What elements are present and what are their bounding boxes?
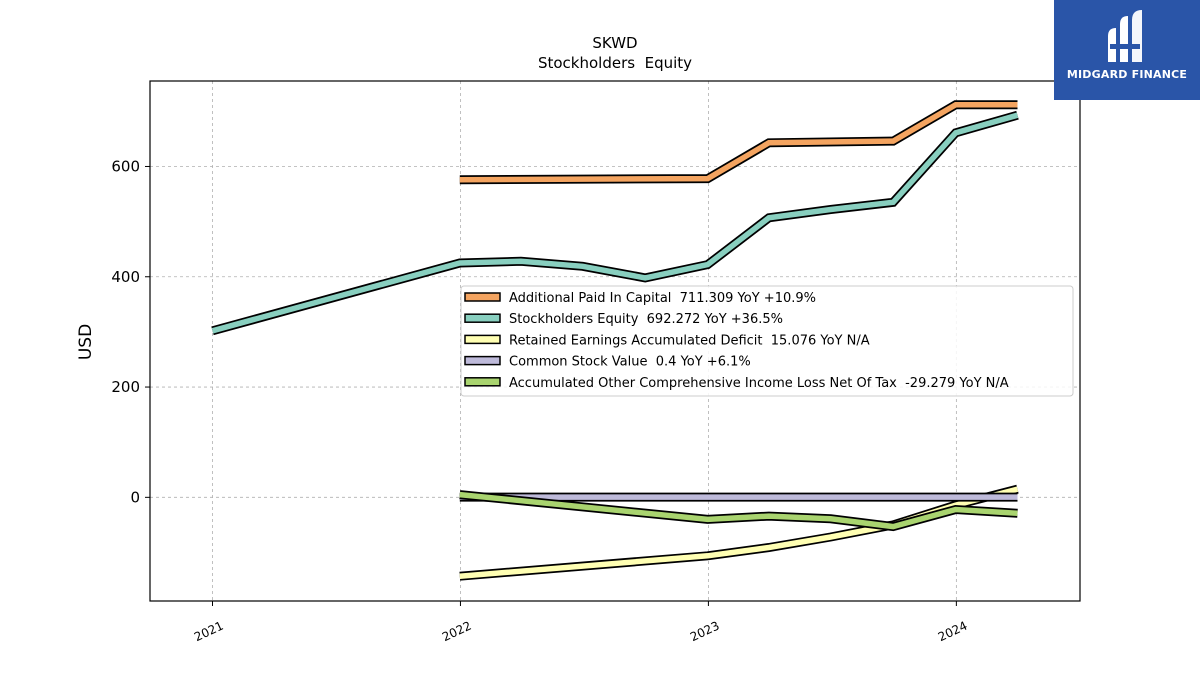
y-tick-label: 200 [111, 378, 140, 396]
series-lines [211, 100, 1019, 581]
legend-label: Retained Earnings Accumulated Deficit 15… [509, 333, 870, 348]
legend-label: Common Stock Value 0.4 YoY +6.1% [509, 355, 751, 370]
legend-swatch [464, 313, 501, 323]
x-tick-label: 2021 [192, 619, 226, 645]
plot-area-frame [149, 80, 1081, 602]
legend-swatch [464, 355, 501, 366]
series-line-0 [459, 101, 1018, 183]
y-axis-label: USD [76, 324, 96, 360]
brand-logo: MIDGARD FINANCE [1054, 0, 1200, 100]
legend-box [460, 285, 1074, 397]
logo-mark-icon [1108, 10, 1142, 62]
series-line-1 [211, 112, 1019, 334]
y-tick-label: 400 [111, 268, 140, 286]
y-tick-label: 0 [130, 488, 140, 506]
legend-label: Stockholders Equity 692.272 YoY +36.5% [509, 312, 783, 327]
legend-swatch [464, 334, 501, 345]
x-tick-label: 2023 [688, 619, 722, 645]
legend: Additional Paid In Capital 711.309 YoY +… [460, 285, 1074, 397]
logo-text: MIDGARD FINANCE [1066, 68, 1188, 81]
x-tick-label: 2024 [936, 619, 970, 645]
legend-label: Additional Paid In Capital 711.309 YoY +… [509, 291, 816, 306]
legend-swatch [464, 292, 501, 302]
chart-subtitle: Stockholders Equity [538, 54, 692, 72]
chart-title: SKWD [592, 34, 637, 52]
x-tick-label: 2022 [440, 619, 474, 645]
series-line-4 [459, 491, 1018, 530]
legend-label: Accumulated Other Comprehensive Income L… [509, 376, 1009, 391]
legend-swatch [464, 377, 501, 387]
y-tick-label: 600 [111, 157, 140, 175]
